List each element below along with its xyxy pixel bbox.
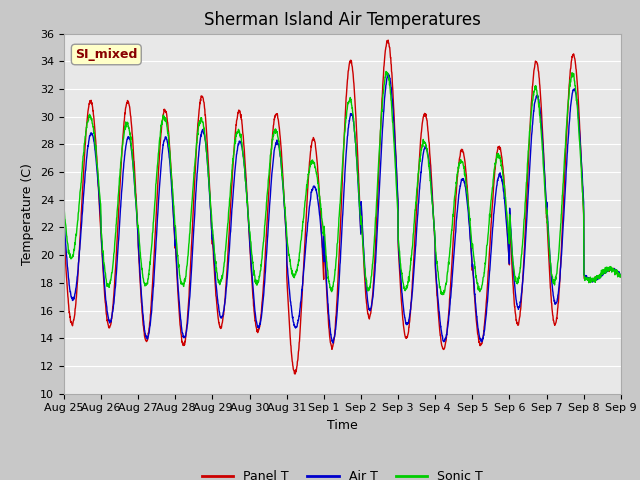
Air T (216, 309, 223, 315)
Y-axis label: Temperature (C): Temperature (C) (22, 163, 35, 264)
Air T (385, 71, 392, 77)
Panel T (216, 322, 223, 328)
Air T (617, 272, 625, 278)
Air T (568, 93, 576, 98)
Sonic T (358, 233, 366, 239)
Legend: Panel T, Air T, Sonic T: Panel T, Air T, Sonic T (196, 465, 488, 480)
Air T (60, 219, 68, 225)
Sonic T (505, 230, 513, 236)
Air T (371, 271, 379, 276)
Panel T (505, 250, 513, 255)
Sonic T (216, 279, 223, 285)
Sonic T (568, 70, 576, 76)
X-axis label: Time: Time (327, 419, 358, 432)
Air T (584, 276, 591, 282)
Sonic T (617, 272, 625, 277)
Panel T (568, 54, 576, 60)
Panel T (617, 274, 625, 280)
Air T (359, 228, 367, 233)
Title: Sherman Island Air Temperatures: Sherman Island Air Temperatures (204, 11, 481, 29)
Line: Sonic T: Sonic T (64, 72, 621, 295)
Panel T (60, 229, 68, 235)
Panel T (385, 37, 392, 43)
Line: Air T: Air T (64, 74, 621, 343)
Panel T (291, 371, 299, 377)
Sonic T (584, 277, 591, 283)
Sonic T (382, 69, 390, 74)
Sonic T (60, 205, 68, 211)
Line: Panel T: Panel T (64, 40, 621, 374)
Panel T (584, 275, 591, 281)
Sonic T (371, 234, 378, 240)
Sonic T (439, 292, 447, 298)
Panel T (359, 235, 367, 241)
Panel T (371, 258, 379, 264)
Air T (329, 340, 337, 346)
Air T (505, 251, 513, 256)
Text: SI_mixed: SI_mixed (75, 48, 138, 61)
